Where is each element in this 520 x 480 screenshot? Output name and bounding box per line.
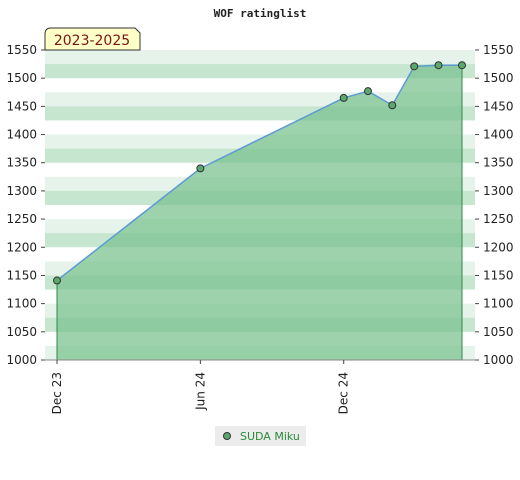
legend-box — [215, 426, 306, 446]
background-band — [45, 50, 475, 65]
y-tick-label-right: 1200 — [483, 240, 514, 254]
data-point — [196, 164, 205, 173]
data-point — [410, 62, 419, 71]
y-tick-label-left: 1200 — [6, 240, 37, 254]
y-tick-label-right: 1150 — [483, 268, 514, 282]
y-tick-label-left: 1000 — [6, 353, 37, 367]
y-tick-label-left: 1350 — [6, 156, 37, 170]
y-tick-label-left: 1300 — [6, 184, 37, 198]
data-point — [53, 276, 61, 285]
y-tick-label-right: 1350 — [483, 156, 514, 170]
x-tick-label: Dec 24 — [337, 372, 351, 414]
data-point — [339, 93, 348, 102]
y-tick-label-right: 1100 — [483, 297, 514, 311]
chart-title: WOF ratinglist — [214, 7, 307, 20]
period-label: 2023-2025 — [54, 33, 130, 49]
series-area — [57, 65, 462, 360]
background-band — [45, 64, 475, 79]
period-badge: 2023-2025 — [44, 27, 141, 51]
y-tick-label-left: 1250 — [6, 212, 37, 226]
y-tick-label-left: 1400 — [6, 128, 37, 142]
y-tick-label-left: 1550 — [6, 43, 37, 57]
y-tick-label-right: 1050 — [483, 325, 514, 339]
y-tick-label-right: 1450 — [483, 99, 514, 113]
y-tick-label-right: 1250 — [483, 212, 514, 226]
axes: 1000 1000 1050 1050 1100 1100 1150 1150 1200 1200… — [6, 43, 513, 414]
x-tick-label: Jun 24 — [193, 372, 207, 411]
y-tick-label-left: 1500 — [6, 71, 37, 85]
data-point — [434, 61, 443, 70]
y-tick-label-right: 1000 — [483, 353, 514, 367]
x-tick-label: Dec 23 — [50, 372, 64, 414]
legend-marker — [223, 432, 231, 440]
series-line — [56, 64, 462, 282]
y-tick-label-left: 1450 — [6, 99, 37, 113]
y-tick-label-right: 1400 — [483, 128, 514, 142]
data-point — [363, 87, 372, 96]
data-point — [458, 61, 466, 70]
area-layer — [56, 64, 463, 360]
y-tick-label-left: 1100 — [6, 297, 37, 311]
y-tick-label-right: 1550 — [483, 43, 514, 57]
legend: SUDA Miku — [215, 426, 306, 446]
legend-label: SUDA Miku — [240, 430, 300, 443]
y-tick-label-right: 1300 — [483, 184, 514, 198]
data-point — [388, 101, 397, 110]
y-tick-label-left: 1150 — [6, 268, 37, 282]
y-tick-label-left: 1050 — [6, 325, 37, 339]
points-layer — [53, 61, 466, 285]
y-tick-label-right: 1500 — [483, 71, 514, 85]
